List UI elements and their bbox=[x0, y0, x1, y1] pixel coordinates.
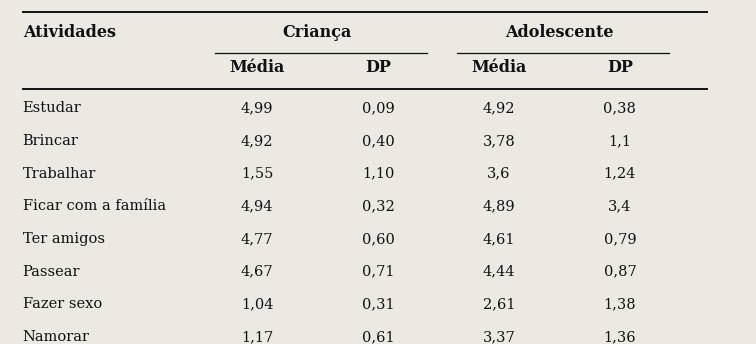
Text: 0,32: 0,32 bbox=[361, 200, 395, 213]
Text: 1,55: 1,55 bbox=[241, 167, 273, 181]
Text: 0,79: 0,79 bbox=[603, 232, 637, 246]
Text: 0,60: 0,60 bbox=[361, 232, 395, 246]
Text: 0,40: 0,40 bbox=[361, 134, 395, 148]
Text: DP: DP bbox=[607, 58, 633, 76]
Text: 3,4: 3,4 bbox=[609, 200, 631, 213]
Text: 0,87: 0,87 bbox=[603, 265, 637, 279]
Text: 4,77: 4,77 bbox=[241, 232, 273, 246]
Text: 0,71: 0,71 bbox=[362, 265, 394, 279]
Text: DP: DP bbox=[365, 58, 391, 76]
Text: Adolescente: Adolescente bbox=[505, 24, 614, 41]
Text: Passear: Passear bbox=[23, 265, 80, 279]
Text: 1,1: 1,1 bbox=[609, 134, 631, 148]
Text: Média: Média bbox=[471, 58, 527, 76]
Text: 4,94: 4,94 bbox=[241, 200, 273, 213]
Text: Estudar: Estudar bbox=[23, 101, 82, 115]
Text: 4,67: 4,67 bbox=[240, 265, 274, 279]
Text: 2,61: 2,61 bbox=[483, 298, 515, 311]
Text: 3,37: 3,37 bbox=[482, 330, 516, 344]
Text: Brincar: Brincar bbox=[23, 134, 79, 148]
Text: 3,78: 3,78 bbox=[482, 134, 516, 148]
Text: Ter amigos: Ter amigos bbox=[23, 232, 104, 246]
Text: Criança: Criança bbox=[283, 24, 352, 41]
Text: Trabalhar: Trabalhar bbox=[23, 167, 96, 181]
Text: 1,24: 1,24 bbox=[604, 167, 636, 181]
Text: 3,6: 3,6 bbox=[487, 167, 511, 181]
Text: 4,92: 4,92 bbox=[483, 101, 515, 115]
Text: Fazer sexo: Fazer sexo bbox=[23, 298, 102, 311]
Text: Média: Média bbox=[229, 58, 285, 76]
Text: 1,36: 1,36 bbox=[603, 330, 637, 344]
Text: 0,38: 0,38 bbox=[603, 101, 637, 115]
Text: 0,61: 0,61 bbox=[361, 330, 395, 344]
Text: 1,10: 1,10 bbox=[362, 167, 394, 181]
Text: 1,38: 1,38 bbox=[603, 298, 637, 311]
Text: Ficar com a família: Ficar com a família bbox=[23, 200, 166, 213]
Text: 4,99: 4,99 bbox=[241, 101, 273, 115]
Text: 4,44: 4,44 bbox=[483, 265, 515, 279]
Text: 1,17: 1,17 bbox=[241, 330, 273, 344]
Text: 4,92: 4,92 bbox=[241, 134, 273, 148]
Text: 1,04: 1,04 bbox=[241, 298, 273, 311]
Text: Namorar: Namorar bbox=[23, 330, 90, 344]
Text: 0,09: 0,09 bbox=[361, 101, 395, 115]
Text: 4,61: 4,61 bbox=[483, 232, 515, 246]
Text: 0,31: 0,31 bbox=[361, 298, 395, 311]
Text: 4,89: 4,89 bbox=[482, 200, 516, 213]
Text: Atividades: Atividades bbox=[23, 24, 116, 41]
